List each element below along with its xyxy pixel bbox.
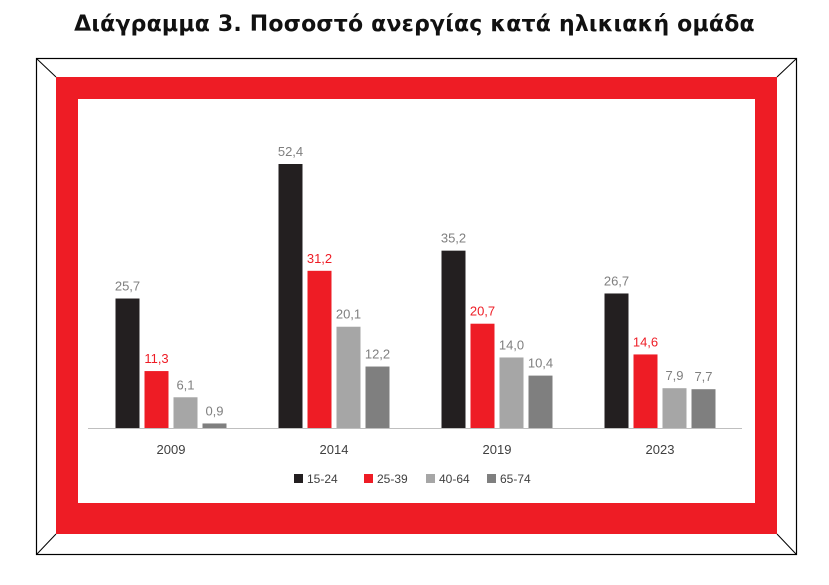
category-labels-layer: 2009 2014 2019 2023 [157, 442, 675, 457]
category-label: 2019 [483, 442, 512, 457]
data-label: 7,9 [665, 368, 683, 383]
legend-swatch-25-39 [364, 474, 373, 483]
legend-swatch-15-24 [294, 474, 303, 483]
legend: 15-24 25-39 40-64 65-74 [294, 472, 531, 486]
bar-65-74-2009 [202, 423, 227, 428]
data-label: 0,9 [205, 403, 223, 418]
chart-area [78, 99, 755, 503]
bar-65-74-2019 [528, 375, 553, 428]
legend-label: 15-24 [307, 472, 338, 486]
bar-25-39-2009 [144, 371, 169, 428]
bar-25-39-2019 [470, 323, 495, 428]
bar-25-39-2023 [633, 354, 658, 428]
frame-bevel-line [36, 58, 57, 78]
bar-40-64-2023 [662, 388, 687, 428]
legend-label: 65-74 [500, 472, 531, 486]
data-label: 35,2 [441, 231, 466, 246]
bar-15-24-2023 [604, 293, 629, 428]
data-label: 6,1 [176, 377, 194, 392]
data-label: 7,7 [694, 369, 712, 384]
bar-40-64-2009 [173, 397, 198, 428]
legend-label: 25-39 [377, 472, 408, 486]
data-label: 14,0 [499, 337, 524, 352]
data-label: 31,2 [307, 251, 332, 266]
bar-40-64-2019 [499, 357, 524, 428]
bar-65-74-2014 [365, 366, 390, 428]
frame-bevel-line [776, 58, 797, 78]
data-label: 52,4 [278, 144, 303, 159]
data-label: 20,1 [336, 307, 361, 322]
bars-layer [115, 164, 716, 428]
page-title: Διάγραμμα 3. Ποσοστό ανεργίας κατά ηλικι… [74, 12, 755, 37]
frame-bevel-line [776, 533, 797, 555]
bar-15-24-2009 [115, 298, 140, 428]
data-label: 11,3 [144, 351, 168, 366]
data-label: 10,4 [528, 356, 553, 371]
bar-65-74-2023 [691, 389, 716, 428]
legend-swatch-65-74 [487, 474, 496, 483]
bar-25-39-2014 [307, 270, 332, 428]
data-label: 25,7 [115, 279, 140, 294]
data-label: 14,6 [633, 334, 658, 349]
legend-label: 40-64 [439, 472, 470, 486]
bar-15-24-2019 [441, 250, 466, 428]
frame-bevel-line [36, 533, 57, 555]
legend-swatch-40-64 [426, 474, 435, 483]
bar-40-64-2014 [336, 326, 361, 428]
bar-15-24-2014 [278, 164, 303, 428]
data-label: 12,2 [365, 347, 390, 362]
category-label: 2009 [157, 442, 186, 457]
category-label: 2023 [646, 442, 675, 457]
category-label: 2014 [320, 442, 349, 457]
data-label: 26,7 [604, 273, 629, 288]
value-labels-layer: 25,7 11,3 6,1 0,9 52,4 31,2 20,1 12,2 35,2 20,7 14… [115, 144, 713, 418]
data-label: 20,7 [470, 304, 495, 319]
